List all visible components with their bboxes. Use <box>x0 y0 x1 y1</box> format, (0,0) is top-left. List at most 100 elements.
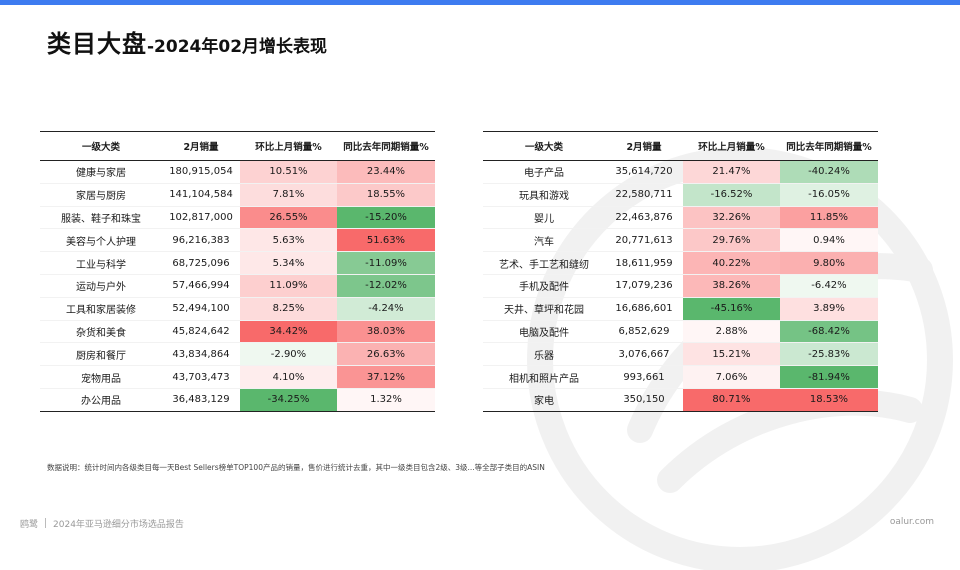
footer-separator <box>45 518 47 528</box>
yoy-cell: -12.02% <box>337 274 435 298</box>
left-category-table: 一级大类 2月销量 环比上月销量% 同比去年同期销量% 健康与家居 180,915… <box>40 131 435 412</box>
sales-cell: 22,580,711 <box>605 183 683 207</box>
right-category-table: 一级大类 2月销量 环比上月销量% 同比去年同期销量% 电子产品 35,614,7… <box>483 131 878 412</box>
mom-cell: 4.10% <box>240 365 337 389</box>
mom-cell: 38.26% <box>683 274 780 298</box>
mom-cell: 34.42% <box>240 320 337 344</box>
page-title: 类目大盘-2024年02月增长表现 <box>47 24 328 58</box>
table-row: 艺术、手工艺和缝纫 18,611,959 40.22% 9.80% <box>483 251 878 275</box>
footer-report-title: 2024年亚马逊细分市场选品报告 <box>53 520 184 530</box>
column-header-yoy: 同比去年同期销量% <box>780 131 878 161</box>
yoy-cell: -15.20% <box>337 206 435 230</box>
yoy-cell: 11.85% <box>780 206 878 230</box>
category-cell: 宠物用品 <box>40 365 162 389</box>
category-cell: 工具和家居装修 <box>40 297 162 321</box>
mom-cell: 8.25% <box>240 297 337 321</box>
yoy-cell: 23.44% <box>337 160 435 184</box>
category-cell: 运动与户外 <box>40 274 162 298</box>
mom-cell: 10.51% <box>240 160 337 184</box>
table-row: 玩具和游戏 22,580,711 -16.52% -16.05% <box>483 183 878 207</box>
footer-brand: 鸥鹭 <box>20 520 39 530</box>
yoy-cell: 26.63% <box>337 342 435 367</box>
yoy-cell: -25.83% <box>780 342 878 367</box>
table-row: 美容与个人护理 96,216,383 5.63% 51.63% <box>40 228 435 253</box>
mom-cell: 5.63% <box>240 228 337 253</box>
table-row: 电脑及配件 6,852,629 2.88% -68.42% <box>483 320 878 344</box>
yoy-cell: 3.89% <box>780 297 878 321</box>
category-cell: 乐器 <box>483 342 605 367</box>
sales-cell: 20,771,613 <box>605 228 683 253</box>
yoy-cell: -4.24% <box>337 297 435 321</box>
sales-cell: 102,817,000 <box>162 206 240 230</box>
mom-cell: 7.06% <box>683 365 780 389</box>
mom-cell: 80.71% <box>683 388 780 412</box>
table-row: 家居与厨房 141,104,584 7.81% 18.55% <box>40 183 435 207</box>
footer-left: 鸥鹭 2024年亚马逊细分市场选品报告 <box>20 517 184 530</box>
category-cell: 汽车 <box>483 228 605 253</box>
yoy-cell: 18.53% <box>780 388 878 412</box>
category-cell: 家居与厨房 <box>40 183 162 207</box>
mom-cell: -2.90% <box>240 342 337 367</box>
mom-cell: 11.09% <box>240 274 337 298</box>
page-title-main: 类目大盘 <box>47 30 147 58</box>
sales-cell: 6,852,629 <box>605 320 683 344</box>
category-cell: 电脑及配件 <box>483 320 605 344</box>
sales-cell: 57,466,994 <box>162 274 240 298</box>
table-row: 厨房和餐厅 43,834,864 -2.90% 26.63% <box>40 342 435 367</box>
sales-cell: 45,824,642 <box>162 320 240 344</box>
table-row: 健康与家居 180,915,054 10.51% 23.44% <box>40 160 435 184</box>
yoy-cell: 18.55% <box>337 183 435 207</box>
category-cell: 玩具和游戏 <box>483 183 605 207</box>
column-header-sales: 2月销量 <box>605 131 683 161</box>
sales-cell: 16,686,601 <box>605 297 683 321</box>
table-row: 宠物用品 43,703,473 4.10% 37.12% <box>40 365 435 389</box>
yoy-cell: -40.24% <box>780 160 878 184</box>
category-cell: 办公用品 <box>40 388 162 412</box>
category-cell: 厨房和餐厅 <box>40 342 162 367</box>
mom-cell: 29.76% <box>683 228 780 253</box>
yoy-cell: 38.03% <box>337 320 435 344</box>
table-row: 天井、草坪和花园 16,686,601 -45.16% 3.89% <box>483 297 878 321</box>
yoy-cell: -68.42% <box>780 320 878 344</box>
sales-cell: 96,216,383 <box>162 228 240 253</box>
category-cell: 家电 <box>483 388 605 412</box>
table-header-row: 一级大类 2月销量 环比上月销量% 同比去年同期销量% <box>483 131 878 161</box>
yoy-cell: 0.94% <box>780 228 878 253</box>
mom-cell: -45.16% <box>683 297 780 321</box>
table-row: 手机及配件 17,079,236 38.26% -6.42% <box>483 274 878 298</box>
page-title-sub: -2024年02月增长表现 <box>147 37 328 57</box>
sales-cell: 43,703,473 <box>162 365 240 389</box>
table-row: 家电 350,150 80.71% 18.53% <box>483 388 878 412</box>
category-cell: 天井、草坪和花园 <box>483 297 605 321</box>
sales-cell: 35,614,720 <box>605 160 683 184</box>
sales-cell: 22,463,876 <box>605 206 683 230</box>
mom-cell: 26.55% <box>240 206 337 230</box>
column-header-mom: 环比上月销量% <box>683 131 780 161</box>
yoy-cell: -11.09% <box>337 251 435 275</box>
sales-cell: 43,834,864 <box>162 342 240 367</box>
top-accent-bar <box>0 0 960 5</box>
category-cell: 艺术、手工艺和缝纫 <box>483 251 605 275</box>
footer-site: oalur.com <box>889 517 934 527</box>
column-header-sales: 2月销量 <box>162 131 240 161</box>
mom-cell: 15.21% <box>683 342 780 367</box>
table-row: 工具和家居装修 52,494,100 8.25% -4.24% <box>40 297 435 321</box>
yoy-cell: 1.32% <box>337 388 435 412</box>
yoy-cell: 37.12% <box>337 365 435 389</box>
table-row: 相机和照片产品 993,661 7.06% -81.94% <box>483 365 878 389</box>
sales-cell: 141,104,584 <box>162 183 240 207</box>
yoy-cell: -16.05% <box>780 183 878 207</box>
table-row: 杂货和美食 45,824,642 34.42% 38.03% <box>40 320 435 344</box>
category-cell: 相机和照片产品 <box>483 365 605 389</box>
sales-cell: 17,079,236 <box>605 274 683 298</box>
table-row: 服装、鞋子和珠宝 102,817,000 26.55% -15.20% <box>40 206 435 230</box>
category-cell: 服装、鞋子和珠宝 <box>40 206 162 230</box>
mom-cell: -16.52% <box>683 183 780 207</box>
column-header-mom: 环比上月销量% <box>240 131 337 161</box>
category-cell: 健康与家居 <box>40 160 162 184</box>
table-row: 汽车 20,771,613 29.76% 0.94% <box>483 228 878 253</box>
table-row: 婴儿 22,463,876 32.26% 11.85% <box>483 206 878 230</box>
sales-cell: 993,661 <box>605 365 683 389</box>
column-header-category: 一级大类 <box>483 131 605 161</box>
table-row: 办公用品 36,483,129 -34.25% 1.32% <box>40 388 435 412</box>
